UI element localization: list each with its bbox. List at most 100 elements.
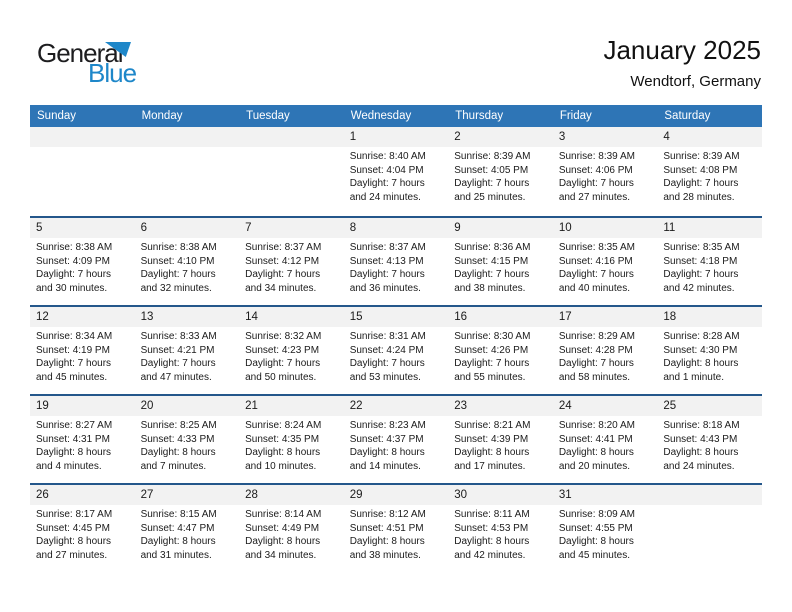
daylight-text: Daylight: 7 hours — [349, 269, 425, 281]
page-title: January 2025 — [603, 35, 761, 65]
daylight-text-cont: and 40 minutes. — [558, 282, 630, 294]
sunset-text: Sunset: 4:10 PM — [140, 255, 215, 267]
weekday-header-thursday: Thursday — [455, 110, 504, 122]
sunrise-text: Sunrise: 8:21 AM — [454, 420, 531, 431]
day-cell: 19 Sunrise: 8:27 AM Sunset: 4:31 PM Dayligh… — [30, 396, 135, 483]
daylight-text: Daylight: 8 hours — [349, 447, 425, 459]
daylight-text-cont: and 4 minutes. — [36, 460, 102, 472]
day-cell: 17 Sunrise: 8:29 AM Sunset: 4:28 PM Dayligh… — [552, 307, 658, 394]
sunset-text: Sunset: 4:47 PM — [140, 522, 215, 534]
day-cell: 1 Sunrise: 8:40 AM Sunset: 4:04 PM Daylight… — [343, 127, 449, 216]
day-number: 15 — [343, 307, 449, 327]
sunrise-text: Sunrise: 8:25 AM — [140, 420, 217, 431]
daylight-text: Daylight: 8 hours — [663, 358, 739, 370]
day-details: Sunrise: 8:40 AM Sunset: 4:04 PM Daylight:… — [344, 147, 449, 204]
sunrise-text: Sunrise: 8:20 AM — [558, 420, 635, 431]
day-number: 7 — [239, 218, 344, 238]
day-number — [30, 127, 135, 147]
day-number: 31 — [552, 485, 658, 505]
day-details: Sunrise: 8:23 AM Sunset: 4:37 PM Daylight:… — [344, 416, 449, 473]
day-cell: 30 Sunrise: 8:11 AM Sunset: 4:53 PM Dayligh… — [448, 485, 553, 572]
day-cell: 8 Sunrise: 8:37 AM Sunset: 4:13 PM Daylight… — [343, 218, 449, 305]
daylight-text: Daylight: 8 hours — [349, 536, 425, 548]
sunset-text: Sunset: 4:30 PM — [663, 344, 738, 356]
title-block: January 2025 Wendtorf, Germany — [603, 35, 761, 90]
daylight-text: Daylight: 7 hours — [663, 269, 739, 281]
daylight-text: Daylight: 8 hours — [140, 447, 216, 459]
day-number: 3 — [552, 127, 658, 147]
day-cell: 5 Sunrise: 8:38 AM Sunset: 4:09 PM Daylight… — [30, 218, 135, 305]
sunset-text: Sunset: 4:28 PM — [558, 344, 633, 356]
sunrise-text: Sunrise: 8:34 AM — [36, 331, 113, 342]
daylight-text-cont: and 27 minutes. — [558, 191, 630, 203]
sunrise-text: Sunrise: 8:23 AM — [349, 420, 426, 431]
day-details: Sunrise: 8:21 AM Sunset: 4:39 PM Daylight:… — [448, 416, 553, 473]
day-number — [239, 127, 344, 147]
day-details: Sunrise: 8:37 AM Sunset: 4:13 PM Daylight:… — [344, 238, 449, 295]
daylight-text-cont: and 45 minutes. — [36, 371, 108, 383]
day-details: Sunrise: 8:35 AM Sunset: 4:16 PM Daylight:… — [553, 238, 658, 295]
day-cell: 9 Sunrise: 8:36 AM Sunset: 4:15 PM Daylight… — [448, 218, 553, 305]
sunset-text: Sunset: 4:09 PM — [36, 255, 110, 267]
daylight-text: Daylight: 8 hours — [36, 447, 112, 459]
sunrise-text: Sunrise: 8:39 AM — [558, 151, 635, 162]
daylight-text: Daylight: 7 hours — [140, 358, 216, 370]
day-cell: 3 Sunrise: 8:39 AM Sunset: 4:06 PM Daylight… — [552, 127, 658, 216]
day-cell: 14 Sunrise: 8:32 AM Sunset: 4:23 PM Dayligh… — [239, 307, 344, 394]
sunrise-text: Sunrise: 8:11 AM — [454, 509, 530, 520]
daylight-text-cont: and 10 minutes. — [245, 460, 317, 472]
sunrise-text: Sunrise: 8:33 AM — [140, 331, 217, 342]
sunset-text: Sunset: 4:23 PM — [245, 344, 320, 356]
sunrise-text: Sunrise: 8:17 AM — [36, 509, 113, 520]
sunrise-text: Sunrise: 8:39 AM — [454, 151, 531, 162]
sunrise-text: Sunrise: 8:38 AM — [140, 242, 217, 253]
day-number: 14 — [239, 307, 344, 327]
day-details: Sunrise: 8:12 AM Sunset: 4:51 PM Daylight:… — [344, 505, 449, 562]
day-number: 17 — [552, 307, 658, 327]
day-details: Sunrise: 8:28 AM Sunset: 4:30 PM Daylight:… — [657, 327, 762, 384]
weekday-header-saturday: Saturday — [664, 110, 711, 122]
empty-day-cell — [134, 127, 240, 216]
sunset-text: Sunset: 4:51 PM — [349, 522, 424, 534]
day-details: Sunrise: 8:24 AM Sunset: 4:35 PM Daylight:… — [239, 416, 344, 473]
daylight-text: Daylight: 8 hours — [558, 536, 634, 548]
sunset-text: Sunset: 4:37 PM — [349, 433, 424, 445]
day-number: 16 — [448, 307, 553, 327]
sunset-text: Sunset: 4:24 PM — [349, 344, 424, 356]
empty-day-cell — [239, 127, 344, 216]
weekday-header-wednesday: Wednesday — [350, 110, 412, 122]
sunset-text: Sunset: 4:19 PM — [36, 344, 110, 356]
sunrise-text: Sunrise: 8:09 AM — [558, 509, 635, 520]
day-cell: 7 Sunrise: 8:37 AM Sunset: 4:12 PM Daylight… — [239, 218, 344, 305]
weekday-header-tuesday: Tuesday — [246, 110, 290, 122]
day-cell: 2 Sunrise: 8:39 AM Sunset: 4:05 PM Daylight… — [448, 127, 553, 216]
daylight-text: Daylight: 8 hours — [454, 536, 530, 548]
sunrise-text: Sunrise: 8:29 AM — [558, 331, 635, 342]
day-details: Sunrise: 8:25 AM Sunset: 4:33 PM Daylight:… — [135, 416, 240, 473]
day-number: 12 — [30, 307, 135, 327]
daylight-text: Daylight: 7 hours — [140, 269, 216, 281]
day-number: 2 — [448, 127, 553, 147]
day-number: 10 — [552, 218, 658, 238]
day-details: Sunrise: 8:32 AM Sunset: 4:23 PM Daylight:… — [239, 327, 344, 384]
day-number: 6 — [134, 218, 240, 238]
day-details: Sunrise: 8:17 AM Sunset: 4:45 PM Daylight:… — [30, 505, 135, 562]
empty-day-cell — [30, 127, 135, 216]
day-number: 28 — [239, 485, 344, 505]
day-number: 11 — [657, 218, 762, 238]
calendar-table: Sunday Monday Tuesday Wednesday Thursday Frid… — [30, 105, 762, 572]
day-details: Sunrise: 8:29 AM Sunset: 4:28 PM Daylight:… — [553, 327, 658, 384]
day-number: 20 — [134, 396, 240, 416]
sunrise-text: Sunrise: 8:37 AM — [349, 242, 426, 253]
sunset-text: Sunset: 4:21 PM — [140, 344, 215, 356]
sunrise-text: Sunrise: 8:37 AM — [245, 242, 322, 253]
day-cell: 11 Sunrise: 8:35 AM Sunset: 4:18 PM Dayligh… — [657, 218, 762, 305]
week-row: 5 Sunrise: 8:38 AM Sunset: 4:09 PM Daylight… — [30, 216, 762, 305]
day-details: Sunrise: 8:09 AM Sunset: 4:55 PM Daylight:… — [553, 505, 658, 562]
day-details: Sunrise: 8:30 AM Sunset: 4:26 PM Daylight:… — [448, 327, 553, 384]
day-number: 21 — [239, 396, 344, 416]
day-number: 1 — [343, 127, 449, 147]
daylight-text-cont: and 38 minutes. — [349, 549, 421, 561]
day-details: Sunrise: 8:39 AM Sunset: 4:06 PM Daylight:… — [553, 147, 658, 204]
